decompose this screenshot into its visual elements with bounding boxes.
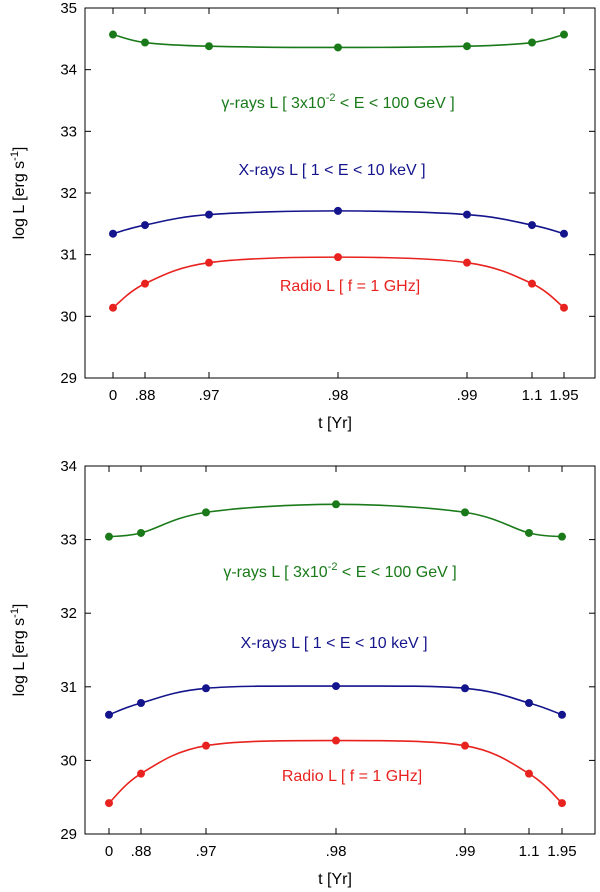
x-tick-label: .88 bbox=[131, 843, 152, 860]
data-point-xray bbox=[461, 684, 469, 693]
data-point-gamma bbox=[558, 532, 566, 541]
data-point-xray bbox=[109, 229, 117, 238]
gamma-annotation: γ-rays L [ 3x10-2 < E < 100 GeV ] bbox=[221, 92, 454, 112]
radio-annotation: Radio L [ f = 1 GHz] bbox=[282, 768, 422, 785]
x-tick-label: .99 bbox=[457, 387, 478, 404]
data-point-radio bbox=[525, 769, 533, 778]
x-tick-label: .88 bbox=[135, 387, 156, 404]
data-point-xray bbox=[463, 210, 471, 219]
data-point-gamma bbox=[205, 42, 213, 51]
x-tick-label: 1.1 bbox=[522, 387, 543, 404]
data-point-gamma bbox=[461, 508, 469, 517]
y-tick-label: 34 bbox=[60, 458, 77, 475]
chart-panel-bottom: 29 30 31 32 33 34 0 .88 .97 .98 .99 1.1 1.95 t [Yr] lo… bbox=[9, 458, 596, 888]
data-point-gamma bbox=[525, 528, 533, 537]
y-tick-label: 32 bbox=[60, 185, 77, 202]
chart-panel-top: 29 30 31 32 33 34 35 0 .88 .97 .98 .99 1.1 1.95 t [Yr]… bbox=[9, 0, 596, 432]
data-point-radio bbox=[332, 736, 340, 745]
data-point-xray bbox=[558, 710, 566, 719]
data-point-xray bbox=[202, 684, 210, 693]
data-point-gamma bbox=[141, 38, 149, 47]
data-point-radio bbox=[560, 303, 568, 312]
xray-annotation: X-rays L [ 1 < E < 10 keV ] bbox=[238, 162, 425, 179]
data-point-xray bbox=[332, 682, 340, 691]
series-line-gamma bbox=[108, 503, 563, 538]
data-point-radio bbox=[205, 258, 213, 267]
y-tick-label: 29 bbox=[60, 826, 77, 843]
y-tick-label: 29 bbox=[60, 370, 77, 387]
data-point-radio bbox=[105, 799, 113, 808]
data-point-radio bbox=[137, 769, 145, 778]
data-point-gamma bbox=[105, 532, 113, 541]
x-tick-label: .98 bbox=[326, 843, 347, 860]
data-point-gamma bbox=[528, 38, 536, 47]
data-point-xray bbox=[105, 710, 113, 719]
y-tick-label: 33 bbox=[60, 532, 77, 549]
data-point-xray bbox=[528, 221, 536, 230]
y-tick-label: 32 bbox=[60, 605, 77, 622]
data-point-radio bbox=[202, 741, 210, 750]
y-axis-label: log L [erg s-1] bbox=[9, 147, 28, 240]
y-axis-label: log L [erg s-1] bbox=[9, 604, 28, 697]
radio-annotation: Radio L [ f = 1 GHz] bbox=[280, 278, 420, 295]
data-point-gamma bbox=[202, 508, 210, 517]
x-tick-label: 1.95 bbox=[547, 843, 576, 860]
data-point-gamma bbox=[463, 42, 471, 51]
data-point-xray bbox=[560, 229, 568, 238]
y-tick-label: 31 bbox=[60, 247, 77, 264]
data-point-radio bbox=[528, 279, 536, 288]
x-tick-label: .97 bbox=[196, 843, 217, 860]
data-point-gamma bbox=[109, 30, 117, 39]
series-line-xray bbox=[108, 685, 563, 716]
data-point-gamma bbox=[334, 43, 342, 52]
x-tick-label: 0 bbox=[105, 843, 113, 860]
data-point-radio bbox=[334, 253, 342, 262]
x-tick-label: .97 bbox=[199, 387, 220, 404]
data-point-radio bbox=[461, 741, 469, 750]
plot-frame bbox=[84, 7, 596, 379]
y-tick-label: 35 bbox=[60, 0, 77, 17]
x-tick-label: 1.1 bbox=[519, 843, 540, 860]
data-point-gamma bbox=[137, 528, 145, 537]
y-tick-label: 34 bbox=[60, 62, 77, 79]
gamma-annotation: γ-rays L [ 3x10-2 < E < 100 GeV ] bbox=[223, 561, 456, 581]
y-tick-label: 30 bbox=[60, 752, 77, 769]
x-tick-label: 1.95 bbox=[549, 387, 578, 404]
plot-frame bbox=[84, 465, 596, 835]
x-axis-label: t [Yr] bbox=[318, 415, 352, 432]
x-tick-label: .99 bbox=[455, 843, 476, 860]
y-tick-label: 31 bbox=[60, 679, 77, 696]
data-point-radio bbox=[558, 799, 566, 808]
data-point-radio bbox=[141, 279, 149, 288]
data-point-gamma bbox=[332, 500, 340, 509]
data-point-xray bbox=[137, 698, 145, 707]
data-point-xray bbox=[205, 210, 213, 219]
x-tick-label: 0 bbox=[109, 387, 117, 404]
data-point-xray bbox=[525, 698, 533, 707]
y-tick-label: 30 bbox=[60, 308, 77, 325]
y-tick-label: 33 bbox=[60, 123, 77, 140]
data-point-gamma bbox=[560, 30, 568, 39]
x-axis-label: t [Yr] bbox=[318, 871, 352, 888]
x-tick-label: .98 bbox=[328, 387, 349, 404]
data-point-xray bbox=[334, 206, 342, 215]
xray-annotation: X-rays L [ 1 < E < 10 keV ] bbox=[240, 635, 427, 652]
data-point-radio bbox=[463, 258, 471, 267]
data-point-radio bbox=[109, 303, 117, 312]
data-point-xray bbox=[141, 221, 149, 230]
